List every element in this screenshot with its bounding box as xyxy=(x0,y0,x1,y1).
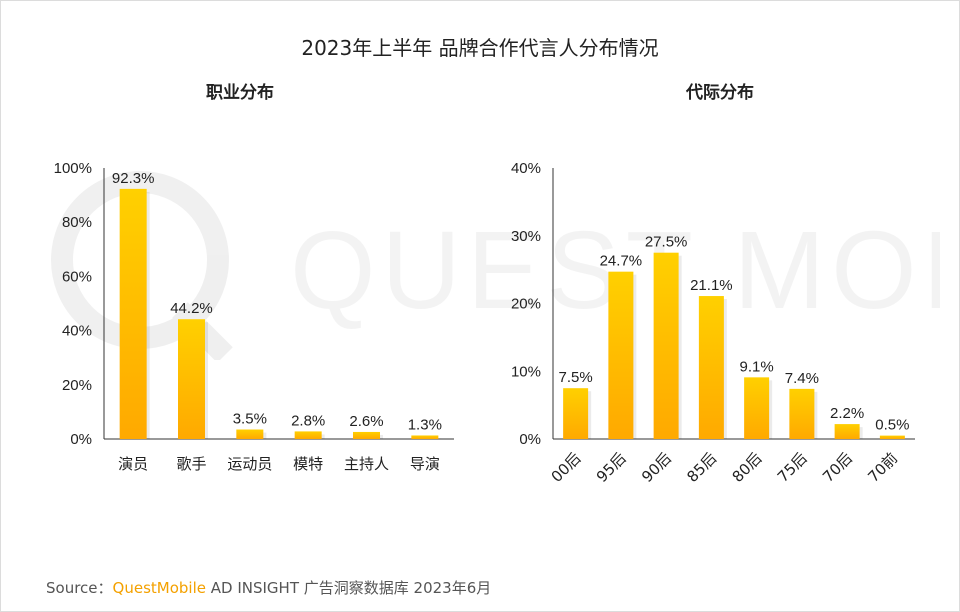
occupation-bar xyxy=(294,431,322,439)
generation-value-label: 7.4% xyxy=(785,370,819,387)
occupation-value-label: 44.2% xyxy=(170,300,213,317)
occupation-y-tick-label: 60% xyxy=(62,268,92,285)
generation-bar xyxy=(563,388,589,439)
generation-bar xyxy=(698,296,724,439)
occupation-bar xyxy=(236,429,264,439)
occupation-bar xyxy=(353,431,380,439)
generation-bar xyxy=(879,435,905,439)
occupation-bar xyxy=(119,188,147,439)
occupation-category-label: 导演 xyxy=(410,455,440,473)
generation-value-label: 21.1% xyxy=(690,277,733,294)
generation-y-tick-label: 10% xyxy=(511,363,541,380)
occupation-y-tick-label: 0% xyxy=(70,431,92,448)
generation-y-tick-label: 30% xyxy=(511,228,541,245)
occupation-category-label: 演员 xyxy=(118,455,148,473)
occupation-bar xyxy=(178,319,205,439)
source-note: Source：QuestMobile AD INSIGHT 广告洞察数据库 20… xyxy=(46,577,491,598)
left-chart-title: 职业分布 xyxy=(206,83,274,103)
generation-category-label: 75后 xyxy=(774,449,811,486)
generation-chart: 0% 10% 20% 30% 40% 7.5% 00后 24.7% 95后 27.5% 90后 21.… xyxy=(511,160,915,486)
generation-category-label: 95后 xyxy=(593,449,630,486)
source-brand: QuestMobile xyxy=(112,579,206,597)
generation-category-label: 90后 xyxy=(638,449,675,486)
occupation-value-label: 2.8% xyxy=(291,412,325,429)
occupation-category-label: 运动员 xyxy=(227,455,272,473)
generation-category-label: 70后 xyxy=(819,449,856,486)
source-rest: AD INSIGHT 广告洞察数据库 2023年6月 xyxy=(205,579,492,597)
occupation-bar xyxy=(411,435,439,439)
generation-value-label: 9.1% xyxy=(740,358,774,375)
main-title: 2023年上半年 品牌合作代言人分布情况 xyxy=(301,36,659,60)
occupation-category-label: 主持人 xyxy=(344,455,389,473)
generation-value-label: 7.5% xyxy=(559,369,593,386)
generation-y-tick-label: 0% xyxy=(519,431,541,448)
generation-bar xyxy=(608,271,634,439)
generation-category-label: 00后 xyxy=(548,449,585,486)
generation-value-label: 27.5% xyxy=(645,234,688,251)
occupation-value-label: 1.3% xyxy=(408,416,442,433)
generation-y-tick-label: 20% xyxy=(511,296,541,313)
generation-bar xyxy=(653,252,679,439)
occupation-y-tick-label: 100% xyxy=(54,160,92,177)
generation-bar xyxy=(834,424,860,439)
occupation-chart: 0% 20% 40% 60% 80% 100% 92.3% 演员 44.2% 歌手 3.5% 运动员 2… xyxy=(54,160,454,473)
right-chart-title: 代际分布 xyxy=(686,83,754,103)
occupation-category-label: 模特 xyxy=(293,455,323,473)
generation-value-label: 0.5% xyxy=(875,417,909,434)
occupation-y-tick-label: 20% xyxy=(62,377,92,394)
occupation-y-tick-label: 80% xyxy=(62,214,92,231)
occupation-value-label: 3.5% xyxy=(233,411,267,428)
occupation-value-label: 92.3% xyxy=(112,170,155,187)
source-prefix: Source： xyxy=(46,579,113,597)
generation-category-label: 85后 xyxy=(683,449,720,486)
generation-category-label: 70前 xyxy=(864,449,901,486)
occupation-value-label: 2.6% xyxy=(349,413,383,430)
occupation-y-tick-label: 40% xyxy=(62,323,92,340)
generation-value-label: 2.2% xyxy=(830,405,864,422)
generation-y-tick-label: 40% xyxy=(511,160,541,177)
generation-category-label: 80后 xyxy=(729,449,766,486)
generation-bar xyxy=(789,388,815,439)
generation-value-label: 24.7% xyxy=(600,253,643,270)
generation-bar xyxy=(744,377,770,439)
occupation-category-label: 歌手 xyxy=(176,455,206,473)
